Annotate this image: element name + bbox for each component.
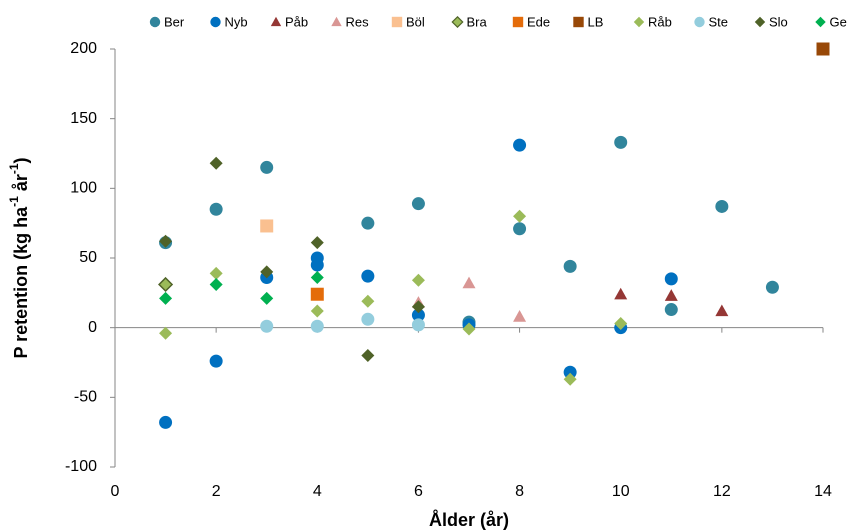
point xyxy=(158,276,174,293)
point xyxy=(260,319,274,333)
point xyxy=(715,304,729,317)
legend-marker xyxy=(754,16,766,28)
point xyxy=(614,287,628,300)
y-tick-label: 200 xyxy=(70,40,97,57)
legend-marker xyxy=(451,15,464,29)
x-tick-label: 6 xyxy=(414,483,423,500)
point xyxy=(614,316,628,330)
legend-marker xyxy=(149,16,161,28)
point xyxy=(563,365,577,379)
y-tick-label: -100 xyxy=(65,458,97,475)
legend-label: Ge xyxy=(830,14,847,29)
legend-marker xyxy=(512,16,524,28)
point xyxy=(209,156,223,170)
point xyxy=(310,287,324,301)
y-tick-label: -50 xyxy=(74,389,97,406)
point xyxy=(159,415,173,429)
point xyxy=(310,258,324,272)
x-tick-label: 10 xyxy=(612,483,630,500)
x-tick-label: 2 xyxy=(212,483,221,500)
point xyxy=(361,269,375,283)
point xyxy=(411,197,425,211)
point xyxy=(209,354,223,368)
y-tick-label: 100 xyxy=(70,180,97,197)
point xyxy=(260,219,274,233)
x-tick-label: 14 xyxy=(814,483,832,500)
legend-marker xyxy=(815,16,826,28)
point xyxy=(361,294,375,308)
point xyxy=(462,322,476,336)
point xyxy=(209,266,223,280)
legend-label: Påb xyxy=(285,14,308,29)
point xyxy=(159,234,173,248)
x-tick-label: 12 xyxy=(713,483,731,500)
point xyxy=(260,265,274,279)
point xyxy=(411,308,425,322)
point xyxy=(310,271,324,285)
legend-marker xyxy=(331,16,342,27)
point xyxy=(563,372,577,386)
point xyxy=(816,42,830,56)
point xyxy=(310,319,324,333)
legend-marker xyxy=(210,16,221,28)
x-tick-label: 0 xyxy=(111,483,120,500)
legend-label: Nyb xyxy=(225,14,248,29)
legend-label: Bra xyxy=(467,14,488,29)
point xyxy=(765,280,779,294)
legend-marker xyxy=(573,16,584,28)
legend-label: LB xyxy=(588,14,604,29)
legend-marker xyxy=(694,16,705,28)
legend-marker xyxy=(633,16,645,28)
point xyxy=(310,236,324,250)
point xyxy=(513,138,527,152)
point xyxy=(361,216,375,230)
point xyxy=(361,312,375,326)
point xyxy=(260,291,274,305)
point xyxy=(411,273,425,287)
legend-label: Res xyxy=(346,14,370,29)
point xyxy=(563,259,577,273)
y-tick-label: 50 xyxy=(79,249,97,266)
point xyxy=(513,310,527,322)
x-axis-title: Ålder (år) xyxy=(429,510,509,530)
point xyxy=(513,222,527,236)
x-tick-label: 8 xyxy=(515,483,524,500)
legend-marker xyxy=(391,16,403,28)
point xyxy=(411,300,425,314)
point xyxy=(664,289,678,301)
legend-label: Ste xyxy=(709,14,729,29)
point xyxy=(159,291,173,305)
point xyxy=(260,160,274,174)
y-tick-label: 0 xyxy=(88,319,97,336)
point xyxy=(462,276,476,289)
point xyxy=(664,303,678,317)
x-tick-label: 4 xyxy=(313,483,322,500)
legend-label: Ber xyxy=(164,14,185,29)
point xyxy=(513,209,527,223)
legend-label: Slo xyxy=(769,14,788,29)
point xyxy=(310,304,324,318)
legend-label: Råb xyxy=(648,14,672,29)
point xyxy=(159,326,173,340)
legend-label: Ede xyxy=(527,14,550,29)
legend-label: Böl xyxy=(406,14,425,29)
point xyxy=(361,349,375,363)
point xyxy=(715,199,729,213)
y-axis-title: P retention (kg ha-1 år-1) xyxy=(7,157,31,358)
point xyxy=(209,202,223,216)
point xyxy=(209,277,223,291)
point xyxy=(614,135,628,149)
point xyxy=(411,318,425,332)
legend-marker xyxy=(270,16,282,27)
point xyxy=(664,272,678,286)
y-tick-label: 150 xyxy=(70,110,97,127)
